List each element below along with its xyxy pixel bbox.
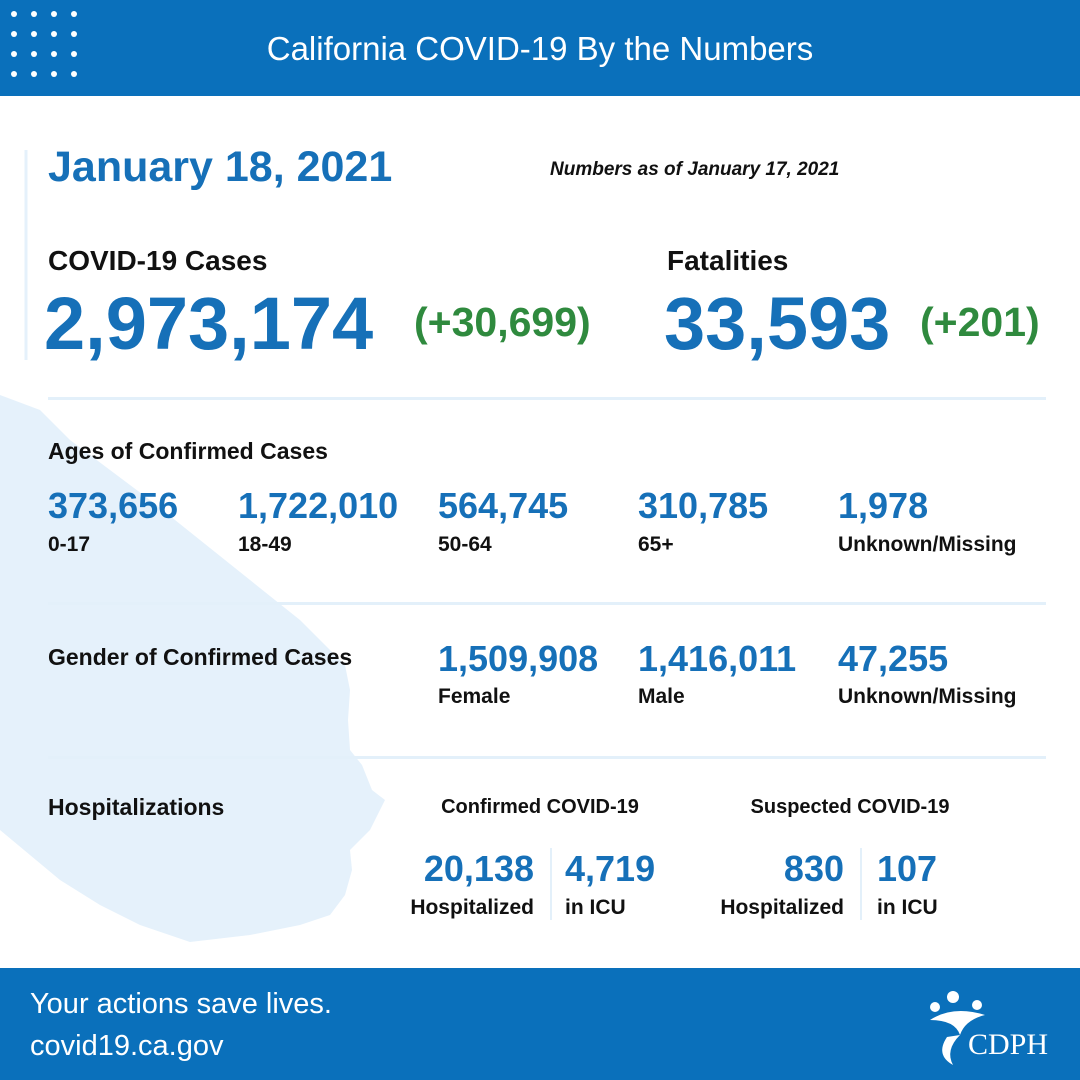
separator <box>48 397 1046 400</box>
logo-figure <box>930 991 985 1065</box>
as-of: Numbers as of January 17, 2021 <box>550 159 840 180</box>
suspected-icu-label: in ICU <box>877 896 938 919</box>
confirmed-hosp-label: Hospitalized <box>410 896 534 919</box>
logo-text: CDPH <box>968 1028 1049 1061</box>
gender-title: Gender of Confirmed Cases <box>48 644 353 670</box>
stat-label: 0-17 <box>48 533 91 556</box>
confirmed-icu-value: 4,719 <box>565 848 656 889</box>
date: January 18, 2021 <box>48 143 393 191</box>
ages-title: Ages of Confirmed Cases <box>48 438 328 464</box>
stat-value: 1,978 <box>838 485 929 526</box>
fatalities-change: (+201) <box>920 299 1040 345</box>
stat-value: 1,416,011 <box>638 638 797 679</box>
stat-value: 564,745 <box>438 485 569 526</box>
header-bar <box>0 0 1080 96</box>
stat-label: 18-49 <box>238 533 292 556</box>
cases-label: COVID-19 Cases <box>48 245 268 276</box>
cases-total: 2,973,174 <box>44 282 374 365</box>
confirmed-icu-label: in ICU <box>565 896 626 919</box>
stat-label: Unknown/Missing <box>838 533 1017 556</box>
confirmed-hosp-value: 20,138 <box>423 848 534 889</box>
footer-line: Your actions save lives. <box>30 988 332 1020</box>
fatalities-label: Fatalities <box>667 245 789 276</box>
stat-value: 47,255 <box>838 638 949 679</box>
suspected-icu-value: 107 <box>877 848 938 889</box>
suspected-title: Suspected COVID-19 <box>750 796 950 818</box>
divider <box>860 848 862 920</box>
stat-value: 373,656 <box>48 485 179 526</box>
footer-line: covid19.ca.gov <box>30 1030 224 1062</box>
stat-label: 65+ <box>638 533 674 556</box>
stat-value: 1,509,908 <box>438 638 599 679</box>
stat-label: 50-64 <box>438 533 492 556</box>
separator <box>48 602 1046 605</box>
stat-value: 1,722,010 <box>238 485 399 526</box>
separator <box>48 756 1046 759</box>
header-dots <box>11 11 77 77</box>
header-title: California COVID-19 By the Numbers <box>266 30 814 67</box>
california-shape <box>0 395 385 942</box>
confirmed-title: Confirmed COVID-19 <box>441 796 639 818</box>
stat-label: Male <box>638 685 685 708</box>
stat-value: 310,785 <box>638 485 769 526</box>
suspected-hosp-value: 830 <box>783 848 844 889</box>
hosp-title: Hospitalizations <box>48 794 225 820</box>
fatalities-total: 33,593 <box>664 282 891 365</box>
footer-bar <box>0 968 1080 1080</box>
divider <box>550 848 552 920</box>
suspected-hosp-label: Hospitalized <box>720 896 844 919</box>
stat-label: Unknown/Missing <box>838 685 1017 708</box>
cases-change: (+30,699) <box>414 299 591 345</box>
stat-label: Female <box>438 685 511 708</box>
